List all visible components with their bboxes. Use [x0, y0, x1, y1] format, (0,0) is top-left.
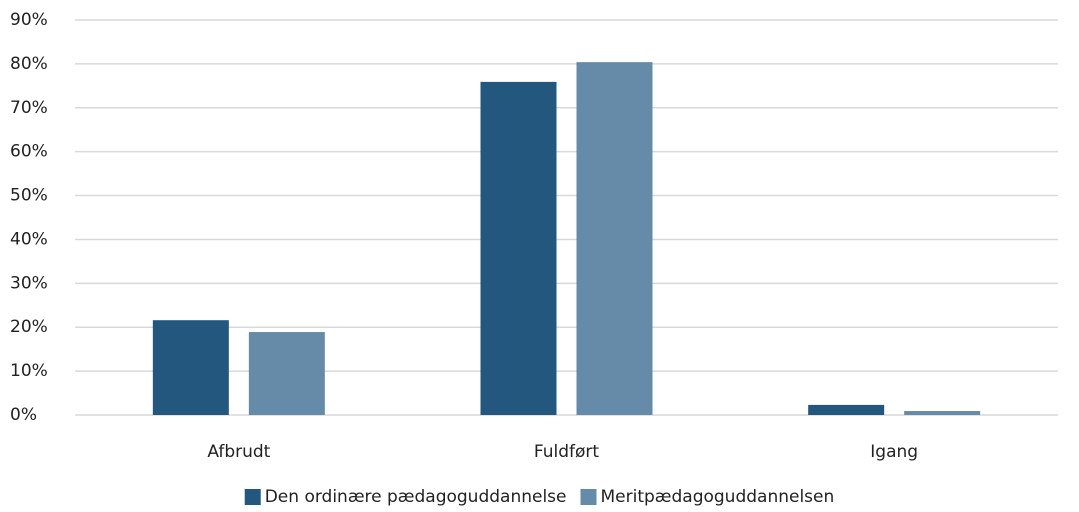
y-tick-label: 60% [10, 142, 48, 162]
legend-label: Meritpædagoguddannelsen [601, 487, 835, 507]
bar [904, 411, 981, 415]
y-tick-label: 30% [10, 273, 48, 293]
y-tick-label: 90% [10, 10, 48, 30]
legend-label: Den ordinære pædagoguddannelse [265, 487, 567, 507]
y-tick-label: 70% [10, 98, 48, 118]
bar [480, 81, 557, 415]
y-tick-label: 0% [10, 405, 37, 425]
y-tick-label: 50% [10, 186, 48, 206]
y-tick-label: 10% [10, 361, 48, 381]
legend-swatch [580, 489, 597, 505]
y-tick-label: 40% [10, 229, 48, 249]
x-tick-label: Afbrudt [207, 442, 270, 462]
bar [576, 62, 653, 416]
bar [808, 404, 885, 415]
y-tick-label: 80% [10, 54, 48, 74]
x-tick-label: Igang [870, 442, 918, 462]
legend-swatch [244, 489, 261, 505]
bar [248, 332, 325, 415]
y-tick-label: 20% [10, 317, 48, 337]
bar [152, 320, 229, 415]
x-tick-label: Fuldført [534, 442, 600, 462]
